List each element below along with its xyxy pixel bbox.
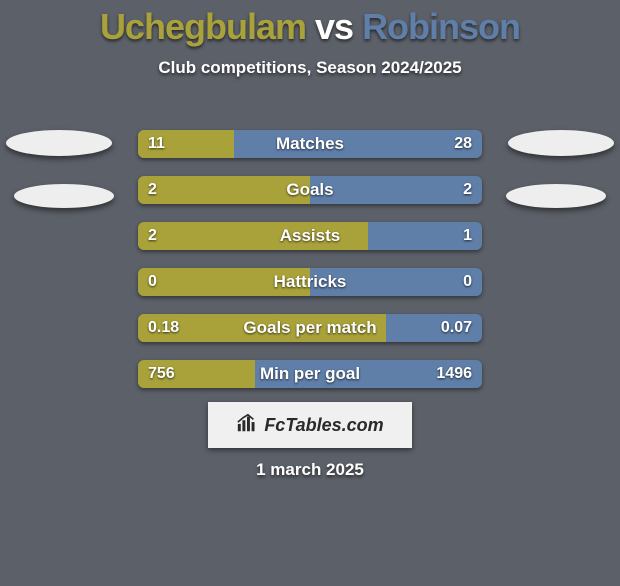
stat-row: 22Goals <box>138 176 482 204</box>
stat-label: Matches <box>138 130 482 158</box>
chart-icon <box>236 412 258 439</box>
stat-row: 7561496Min per goal <box>138 360 482 388</box>
footer-date: 1 march 2025 <box>0 460 620 480</box>
stat-row: 0.180.07Goals per match <box>138 314 482 342</box>
comparison-title: Uchegbulam vs Robinson <box>0 6 620 48</box>
player2-badge-bottom <box>506 184 606 208</box>
player2-name: Robinson <box>362 6 520 47</box>
player1-name: Uchegbulam <box>100 6 306 47</box>
stat-bars-container: 1128Matches 22Goals 21Assists 00Hattricks 0.… <box>138 130 482 406</box>
player2-badge-top <box>508 130 614 156</box>
stat-row: 1128Matches <box>138 130 482 158</box>
stat-label: Min per goal <box>138 360 482 388</box>
watermark-text: FcTables.com <box>264 415 383 436</box>
subtitle: Club competitions, Season 2024/2025 <box>0 58 620 78</box>
stat-label: Goals per match <box>138 314 482 342</box>
watermark: FcTables.com <box>208 402 412 448</box>
stat-label: Hattricks <box>138 268 482 296</box>
stat-row: 21Assists <box>138 222 482 250</box>
player1-badge-top <box>6 130 112 156</box>
player1-badge-bottom <box>14 184 114 208</box>
vs-word: vs <box>315 6 353 47</box>
stat-label: Assists <box>138 222 482 250</box>
stat-label: Goals <box>138 176 482 204</box>
stat-row: 00Hattricks <box>138 268 482 296</box>
